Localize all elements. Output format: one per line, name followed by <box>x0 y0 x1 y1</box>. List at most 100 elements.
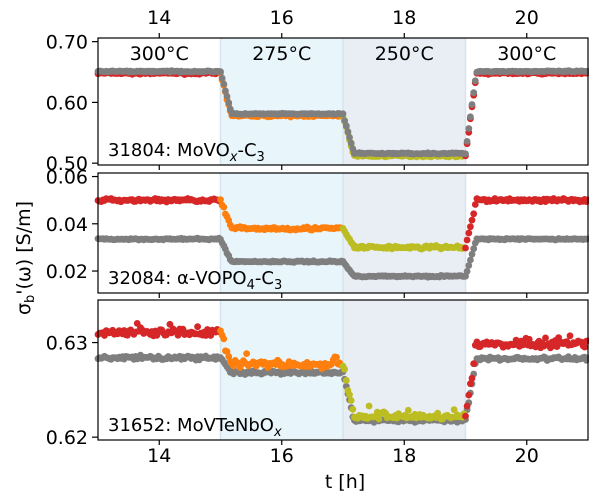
point-colored <box>470 360 478 368</box>
point-colored <box>225 353 233 360</box>
region-band-2 <box>220 173 343 293</box>
point-colored <box>462 412 469 420</box>
point-gray <box>463 138 471 145</box>
sample-label: 32084: α-VOPO4-C3 <box>108 268 282 293</box>
bottom-x-tick-label: 14 <box>147 445 171 467</box>
top-x-tick-label: 16 <box>270 7 294 29</box>
point-gray <box>220 80 228 88</box>
sample-label: 31652: MoVTeNbOx <box>108 415 282 440</box>
series-gray <box>94 67 589 158</box>
series-colored <box>94 320 589 423</box>
point-colored <box>462 244 469 252</box>
bottom-x-axis: 14 16 18 20 <box>147 445 539 467</box>
point-gray <box>470 245 478 253</box>
point-gray <box>463 268 471 275</box>
point-gray <box>344 128 352 136</box>
point-colored <box>525 335 533 343</box>
point-gray <box>465 262 473 269</box>
point-gray <box>462 150 469 158</box>
point-gray <box>346 133 353 141</box>
region-label-2: 275°C <box>252 43 311 65</box>
y-tick-label: 0.63 <box>46 333 88 355</box>
point-colored <box>465 229 473 237</box>
point-colored <box>365 402 373 410</box>
panel-3: 0.62 0.63 31652: MoVTeNbOx <box>46 299 589 449</box>
point-colored <box>404 406 412 414</box>
region-label-4: 300°C <box>497 43 556 65</box>
point-gray <box>468 101 476 108</box>
point-colored <box>375 415 383 423</box>
region-band-3 <box>343 38 466 165</box>
point-colored <box>465 391 473 399</box>
point-colored <box>217 196 224 204</box>
point-colored <box>333 353 340 361</box>
point-colored <box>581 343 589 351</box>
region-band-2 <box>220 38 343 165</box>
panel-1: 0.50 0.60 0.70 31804: MoVOx-C3 300°C 275°C 250… <box>46 32 589 175</box>
panel-frame <box>97 299 589 441</box>
point-gray <box>467 256 474 264</box>
panels-group: 0.50 0.60 0.70 31804: MoVOx-C3 300°C 275°C 250… <box>46 32 589 449</box>
top-x-tick-label: 20 <box>515 7 539 29</box>
bottom-x-tick-label: 18 <box>392 445 416 467</box>
point-colored <box>220 335 228 343</box>
y-tick-label: 0.06 <box>46 167 88 189</box>
y-tick-label: 0.70 <box>46 32 88 54</box>
point-gray <box>470 89 478 97</box>
point-colored <box>467 380 474 388</box>
point-colored <box>194 323 202 331</box>
point-gray <box>467 113 474 121</box>
point-gray <box>342 122 350 130</box>
point-colored <box>243 350 251 357</box>
point-colored <box>553 343 561 350</box>
point-colored <box>346 391 353 398</box>
point-colored <box>347 397 355 404</box>
point-colored <box>342 377 350 384</box>
point-colored <box>470 210 478 218</box>
panel-frame <box>97 172 589 294</box>
point-colored <box>471 201 479 208</box>
bottom-x-tick-label: 16 <box>270 445 294 467</box>
region-label-3: 250°C <box>375 43 434 65</box>
x-axis-label: t [h] <box>325 471 365 493</box>
panel-2: 0.02 0.04 0.06 32084: α-VOPO4-C3 <box>46 167 589 298</box>
point-colored <box>450 406 458 414</box>
panel-frame <box>97 37 589 166</box>
point-colored <box>349 405 357 413</box>
sample-label: 31804: MoVOx-C3 <box>108 140 265 165</box>
y-tick-label: 0.62 <box>46 427 88 449</box>
region-label-1: 300°C <box>130 43 189 65</box>
point-gray <box>225 99 233 107</box>
point-gray <box>347 139 355 147</box>
point-gray <box>222 87 229 95</box>
top-x-tick-label: 18 <box>392 7 416 29</box>
point-gray <box>468 250 476 258</box>
point-gray <box>341 117 348 124</box>
point-colored <box>468 216 476 224</box>
y-tick-label: 0.02 <box>46 261 88 283</box>
series-colored <box>94 195 589 253</box>
y-axis-label: σb'(ω) [S/m] <box>13 201 38 315</box>
series-gray <box>94 351 589 426</box>
point-gray <box>465 125 473 132</box>
point-gray <box>218 74 226 82</box>
point-colored <box>220 203 228 211</box>
series-gray <box>94 234 589 281</box>
bottom-x-tick-label: 20 <box>515 445 539 467</box>
point-colored <box>542 334 549 342</box>
point-colored <box>463 236 471 244</box>
point-colored <box>566 332 574 340</box>
point-colored <box>341 365 348 373</box>
point-gray <box>471 77 479 85</box>
y-tick-label: 0.60 <box>46 92 88 114</box>
point-gray <box>217 68 224 76</box>
point-colored <box>468 374 476 382</box>
point-gray <box>339 110 347 118</box>
point-colored <box>463 402 471 410</box>
point-colored <box>467 223 474 231</box>
top-x-axis: 14 16 18 20 <box>147 7 539 29</box>
top-x-tick-label: 14 <box>147 7 171 29</box>
y-tick-label: 0.50 <box>46 153 88 175</box>
y-tick-label: 0.04 <box>46 214 88 236</box>
